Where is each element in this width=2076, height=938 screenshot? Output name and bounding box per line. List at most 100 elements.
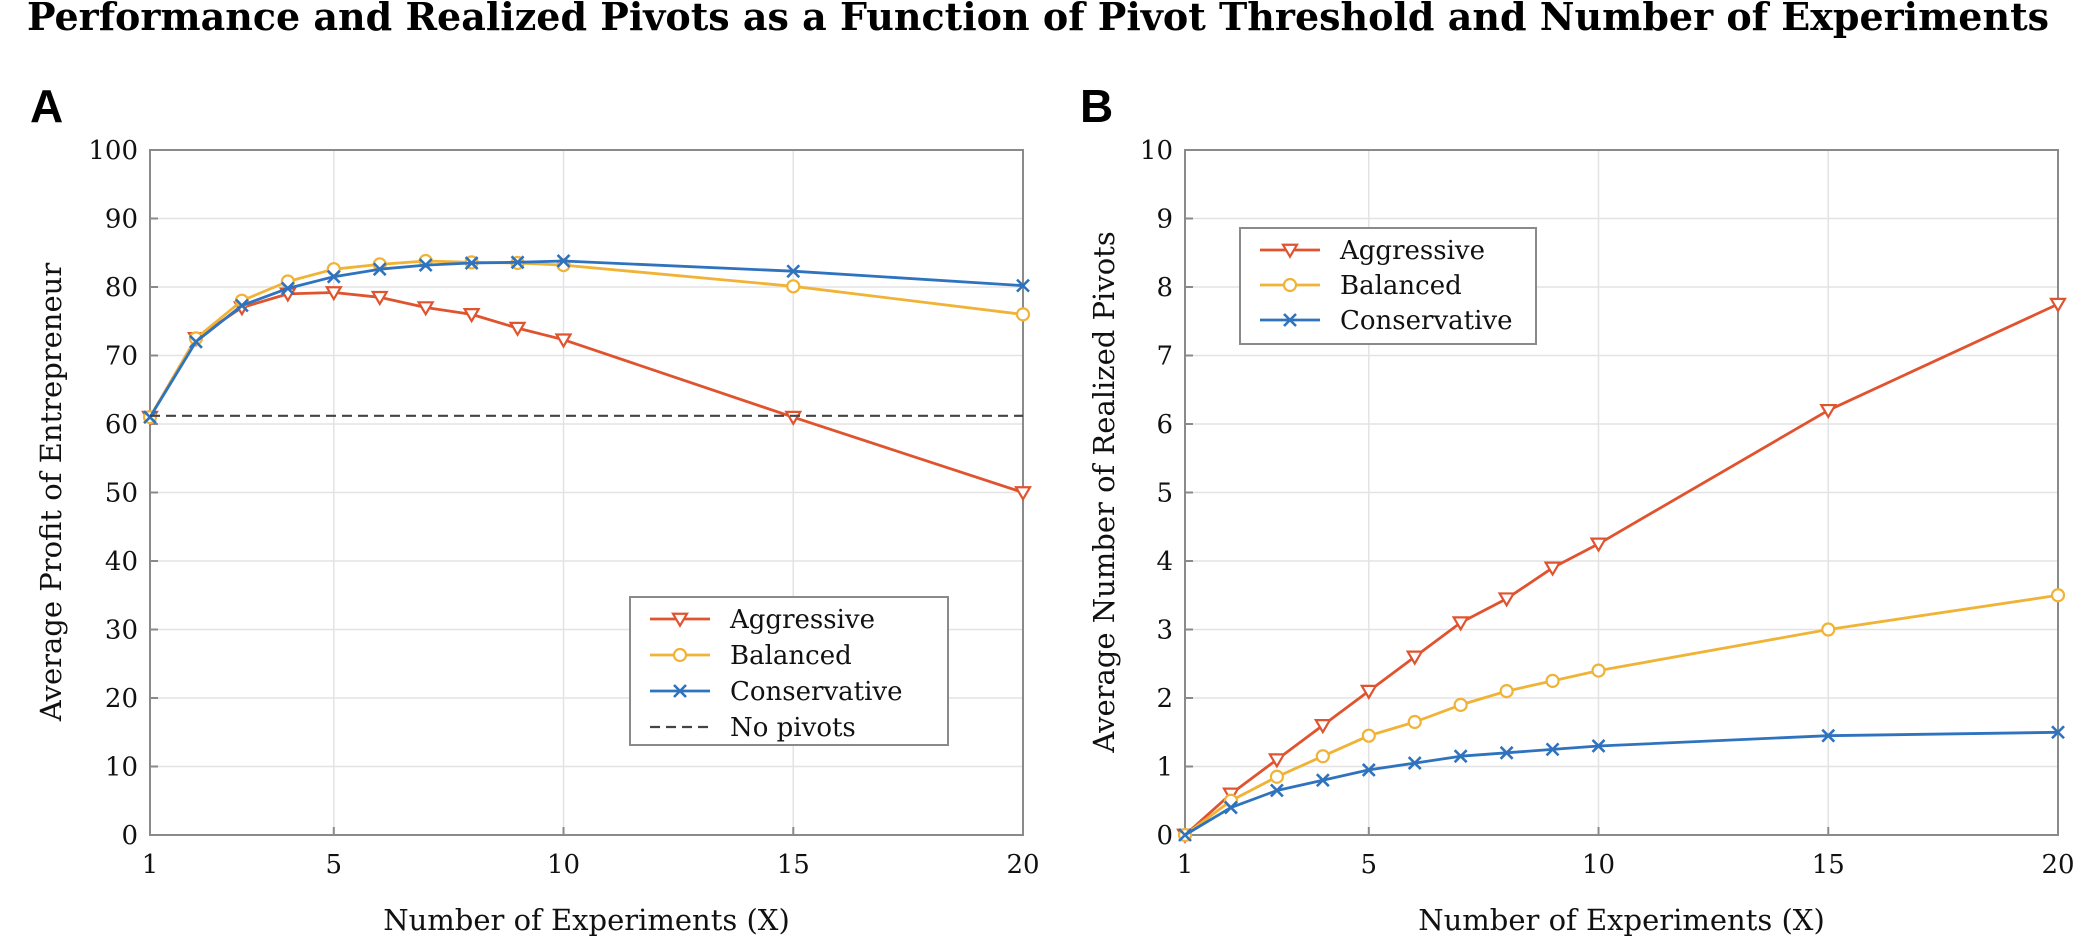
panel-a-x-tick-label: 5: [326, 850, 343, 880]
panel-a-point-aggressive: [554, 333, 573, 349]
panel-a-x-tick-label: 15: [777, 850, 810, 880]
panel-b-point-conservative: [1269, 783, 1284, 798]
panel-b-y-axis-label: Average Number of Realized Pivots: [1087, 231, 1121, 753]
panel-b-point-balanced: [1821, 622, 1836, 637]
panel-a-y-tick-label: 100: [88, 136, 138, 166]
panel-b-y-tick-label: 8: [1156, 273, 1173, 303]
panel-a-x-tick-label: 20: [1006, 850, 1039, 880]
panel-a-point-aggressive: [462, 308, 481, 324]
panel-a-y-tick-label: 80: [105, 273, 138, 303]
panel-a-y-axis-label: Average Profit of Entrepreneur: [34, 263, 68, 723]
panel-a-y-tick-label: 50: [105, 479, 138, 509]
panel-b-y-tick-label: 7: [1156, 342, 1173, 372]
panel-a-y-tick-label: 30: [105, 616, 138, 646]
panel-b-point-aggressive: [1359, 684, 1378, 700]
panel-a-legend: Aggressive Balanced Conservative No pivots: [629, 596, 949, 746]
panel-b-point-aggressive: [1313, 719, 1332, 735]
panel-a-legend-marker-conservative: [673, 684, 687, 698]
panel-a-point-aggressive: [416, 301, 435, 317]
panel-a-point-conservative: [510, 255, 525, 270]
panel-b-series-balanced: [1177, 588, 2066, 843]
panel-b-x-tick-label: 1: [1177, 850, 1194, 880]
panel-a-point-conservative: [556, 254, 571, 268]
panel-a-series-line-conservative: [148, 259, 1024, 418]
panel-b-y-tick-label: 3: [1156, 616, 1173, 646]
panel-b-point-balanced: [1315, 749, 1330, 764]
panel-b-point-conservative: [1407, 756, 1422, 770]
panel-b-point-balanced: [1407, 714, 1422, 730]
panel-b-point-balanced: [1269, 769, 1284, 784]
panel-b-legend-label-aggressive: Aggressive: [1339, 236, 1485, 266]
panel-a-y-tick-label: 10: [105, 753, 138, 783]
panel-b-point-balanced: [1591, 663, 1606, 678]
panel-b-y-tick-label: 10: [1140, 136, 1173, 166]
panel-a-point-conservative: [372, 262, 387, 277]
figure-title: Performance and Realized Pivots as a Fun…: [27, 0, 2049, 39]
panel-b-legend-label-balanced: Balanced: [1340, 271, 1462, 301]
panel-a-legend-label-aggressive: Aggressive: [729, 605, 875, 635]
panel-b-x-tick-label: 5: [1361, 850, 1378, 880]
panel-a-point-conservative: [234, 298, 249, 313]
panel-b-point-conservative: [1821, 728, 1836, 743]
panel-a-x-axis-label: Number of Experiments (X): [383, 903, 790, 937]
panel-a-point-aggressive: [1014, 486, 1032, 502]
panel-a-y-tick-label: 0: [121, 821, 138, 851]
panel-b-point-conservative: [1224, 800, 1238, 815]
panel-b-point-aggressive: [2049, 297, 2067, 313]
panel-a-legend-label-balanced: Balanced: [730, 641, 852, 671]
panel-b-legend: Aggressive Balanced Conservative: [1239, 227, 1537, 345]
panel-b-x-tick-label: 15: [1812, 850, 1845, 880]
panel-b-point-balanced: [1499, 684, 1514, 699]
panel-a-x-tick-label: 10: [547, 850, 580, 880]
panel-a-y-tick-label: 40: [105, 547, 138, 577]
panel-b-series-line-conservative: [1184, 730, 2059, 837]
panel-b-point-conservative: [1591, 739, 1606, 753]
panel-b-point-balanced: [1361, 728, 1376, 743]
panel-a-x-tick-label: 1: [142, 850, 159, 880]
panel-b-point-conservative: [1453, 749, 1468, 764]
panel-b-x-tick-label: 20: [2041, 850, 2074, 880]
panel-b-y-tick-label: 0: [1156, 821, 1173, 851]
panel-a-y-tick-label: 20: [105, 684, 138, 714]
panel-b-point-conservative: [1545, 742, 1560, 757]
panel-b-x-tick-label: 10: [1582, 850, 1615, 880]
panel-b-y-tick-label: 4: [1156, 547, 1173, 577]
panel-b-point-conservative: [1499, 745, 1514, 760]
panel-b-point-aggressive: [1405, 650, 1424, 666]
panel-a-y-tick-label: 60: [105, 410, 138, 440]
panel-a-legend-marker-balanced: [672, 647, 688, 663]
panel-b-point-aggressive: [1819, 403, 1838, 420]
panel-b-point-conservative: [1315, 773, 1330, 788]
panel-a-point-conservative: [326, 269, 341, 284]
panel-a-point-aggressive: [324, 286, 343, 302]
panel-b-point-aggressive: [1451, 616, 1470, 632]
panel-b-point-aggressive: [1543, 561, 1562, 577]
panel-a-y-tick-label: 90: [105, 205, 138, 235]
panel-label-b: B: [1080, 80, 1113, 132]
panel-a-series-line-balanced: [148, 259, 1024, 418]
panel-b-legend-marker-conservative: [1283, 313, 1297, 327]
panel-a-point-conservative: [1016, 278, 1030, 293]
panel-a-point-conservative: [189, 334, 203, 349]
panel-b-point-balanced: [1453, 697, 1468, 712]
panel-b-series-conservative: [1178, 725, 2065, 842]
panel-b-y-tick-label: 9: [1156, 205, 1173, 235]
panel-a-point-conservative: [280, 281, 295, 296]
panel-b-point-conservative: [2051, 725, 2065, 740]
panel-b-point-aggressive: [1589, 537, 1608, 553]
panel-a-legend-marker-aggressive: [671, 612, 689, 628]
panel-label-a: A: [30, 80, 63, 132]
panel-a-point-conservative: [464, 256, 479, 270]
panel-b-point-aggressive: [1267, 753, 1286, 769]
panel-b-legend-marker-balanced: [1282, 277, 1298, 293]
panel-b-x-axis-label: Number of Experiments (X): [1418, 903, 1825, 937]
panel-b-point-conservative: [1178, 828, 1192, 842]
panel-a-legend-label-no-pivots: No pivots: [730, 713, 856, 743]
panel-a-point-conservative: [786, 264, 801, 279]
panel-a-point-aggressive: [370, 290, 389, 307]
panel-a-point-balanced: [1015, 307, 1031, 322]
panel-a-series-conservative: [143, 254, 1030, 425]
